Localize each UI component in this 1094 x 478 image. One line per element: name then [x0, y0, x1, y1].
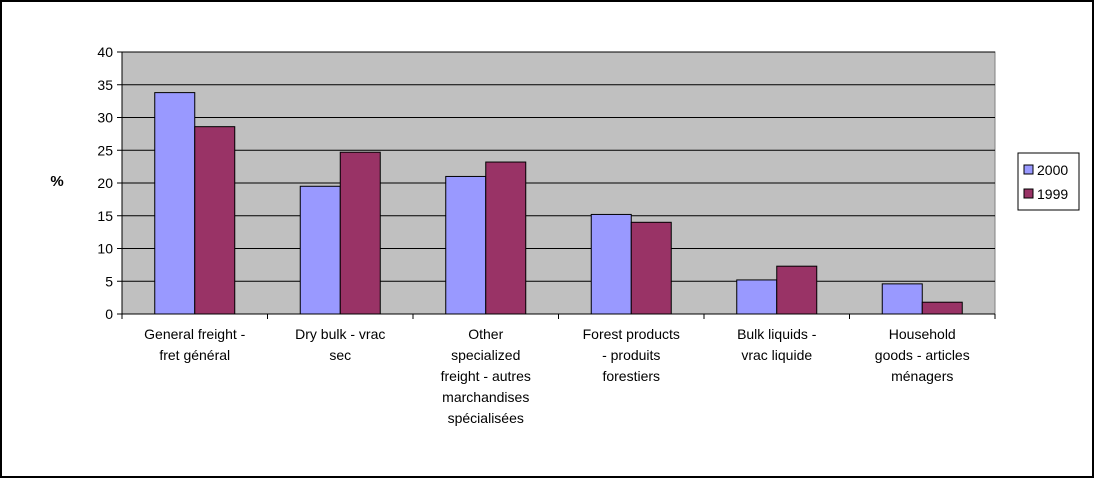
bar-2000 [154, 92, 196, 315]
bar-1999 [339, 151, 381, 315]
legend: 2000 1999 [1017, 152, 1080, 211]
bar-1999 [485, 161, 527, 315]
x-tick-labels: General freight -fret général Dry bulk - … [144, 326, 970, 426]
x-tick-label: Dry bulk - vrac sec [295, 326, 385, 363]
bar-1999 [921, 301, 963, 315]
y-axis-label: % [50, 173, 63, 190]
bar-2000 [736, 279, 778, 315]
y-tick-label: 35 [97, 77, 113, 93]
legend-label: 1999 [1037, 186, 1068, 202]
legend-swatch [1023, 188, 1034, 199]
x-tick-label: General freight -fret général [144, 326, 245, 363]
legend-box [1017, 152, 1080, 211]
bar-2000 [590, 213, 632, 315]
y-tick-label: 5 [105, 273, 113, 289]
y-tick-label: 25 [97, 142, 113, 158]
y-tick-label: 0 [105, 306, 113, 322]
legend-swatch [1023, 164, 1034, 175]
x-tick-label: Bulk liquids -vrac liquide [737, 326, 817, 363]
x-tick-label: Other specialized freight - autres marchand… [441, 326, 531, 426]
y-tick-label: 40 [97, 44, 113, 60]
bar-2000 [445, 175, 487, 315]
axes [117, 51, 996, 319]
legend-label: 2000 [1037, 162, 1068, 178]
bar-1999 [194, 126, 236, 315]
bar-1999 [630, 221, 672, 315]
y-tick-label: 30 [97, 110, 113, 126]
y-tick-labels: 0 5 10 15 20 25 30 35 40 [97, 44, 113, 322]
bar-2000 [881, 283, 923, 315]
bars [154, 92, 963, 315]
gridlines [122, 51, 995, 282]
bar-2000 [299, 185, 341, 315]
x-tick-label: Forest products - produits forestiers [583, 326, 680, 384]
x-tick-label: Household goods - articles ménagers [875, 326, 970, 384]
y-tick-label: 15 [97, 208, 113, 224]
y-tick-label: 20 [97, 175, 113, 191]
y-tick-label: 10 [97, 241, 113, 257]
bar-1999 [776, 265, 818, 315]
